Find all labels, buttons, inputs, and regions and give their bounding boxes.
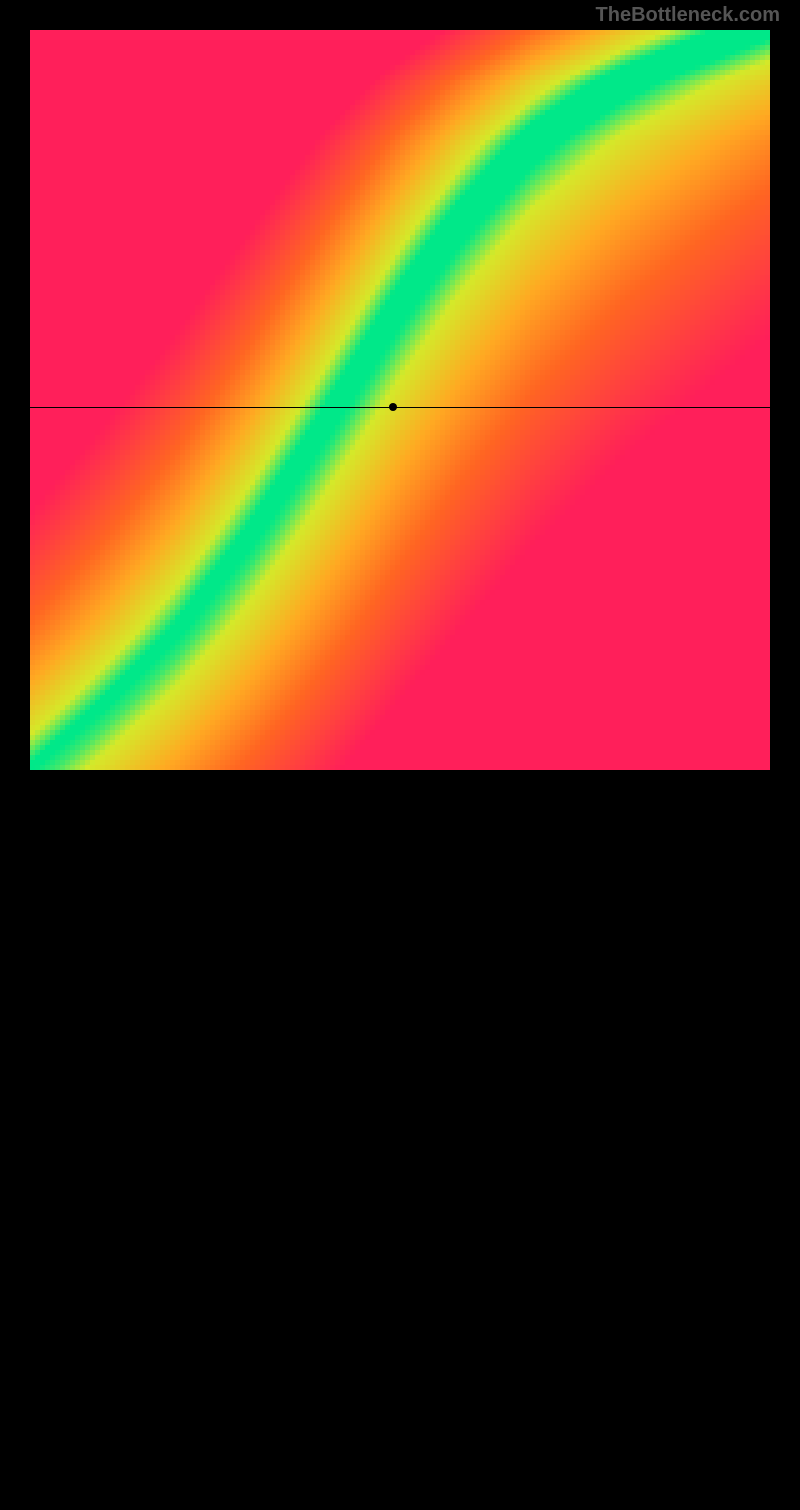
crosshair-horizontal bbox=[30, 407, 770, 408]
watermark-text: TheBottleneck.com bbox=[596, 4, 780, 27]
crosshair-vertical bbox=[393, 770, 394, 1510]
crosshair-marker bbox=[389, 403, 397, 411]
heatmap-plot bbox=[30, 30, 770, 770]
heatmap-canvas bbox=[30, 30, 770, 770]
